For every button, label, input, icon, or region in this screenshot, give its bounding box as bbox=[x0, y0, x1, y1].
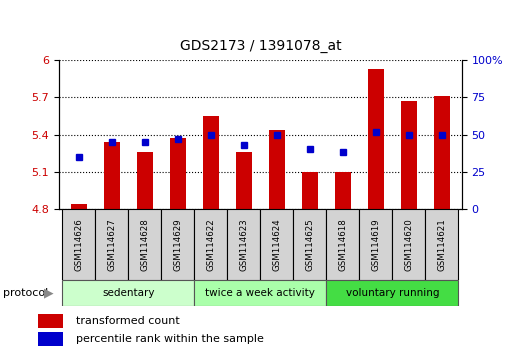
Text: GSM114623: GSM114623 bbox=[240, 218, 248, 271]
Bar bbox=[161, 209, 194, 280]
Text: protocol: protocol bbox=[3, 288, 48, 298]
Bar bbox=[302, 172, 318, 209]
Text: GSM114618: GSM114618 bbox=[339, 218, 347, 271]
Bar bbox=[425, 209, 459, 280]
Bar bbox=[136, 152, 153, 209]
Bar bbox=[104, 142, 120, 209]
Bar bbox=[433, 96, 450, 209]
Bar bbox=[203, 116, 219, 209]
Bar bbox=[128, 209, 161, 280]
Bar bbox=[170, 138, 186, 209]
Text: percentile rank within the sample: percentile rank within the sample bbox=[76, 335, 264, 344]
Bar bbox=[194, 280, 326, 306]
Text: transformed count: transformed count bbox=[76, 316, 180, 326]
Bar bbox=[227, 209, 261, 280]
Text: GSM114622: GSM114622 bbox=[206, 218, 215, 271]
Text: GSM114619: GSM114619 bbox=[371, 218, 380, 270]
Bar bbox=[392, 209, 425, 280]
Text: sedentary: sedentary bbox=[102, 288, 154, 298]
Text: GSM114626: GSM114626 bbox=[74, 218, 83, 271]
Text: GSM114621: GSM114621 bbox=[438, 218, 446, 271]
Bar bbox=[368, 69, 384, 209]
Bar bbox=[401, 101, 417, 209]
Bar bbox=[37, 314, 63, 328]
Text: voluntary running: voluntary running bbox=[346, 288, 439, 298]
Bar bbox=[62, 209, 95, 280]
Text: GSM114629: GSM114629 bbox=[173, 218, 182, 270]
Text: GSM114620: GSM114620 bbox=[404, 218, 413, 271]
Text: GSM114624: GSM114624 bbox=[272, 218, 281, 271]
Bar bbox=[326, 280, 459, 306]
Bar bbox=[194, 209, 227, 280]
Text: GSM114625: GSM114625 bbox=[305, 218, 314, 271]
Bar bbox=[326, 209, 360, 280]
Text: GSM114627: GSM114627 bbox=[107, 218, 116, 271]
Text: ▶: ▶ bbox=[44, 286, 53, 299]
Text: GDS2173 / 1391078_at: GDS2173 / 1391078_at bbox=[180, 39, 341, 53]
Bar bbox=[334, 172, 351, 209]
Bar bbox=[261, 209, 293, 280]
Bar bbox=[71, 204, 87, 209]
Bar bbox=[95, 209, 128, 280]
Bar bbox=[62, 280, 194, 306]
Bar bbox=[235, 152, 252, 209]
Text: twice a week activity: twice a week activity bbox=[205, 288, 315, 298]
Bar bbox=[37, 332, 63, 346]
Text: GSM114628: GSM114628 bbox=[141, 218, 149, 271]
Bar bbox=[293, 209, 326, 280]
Bar bbox=[360, 209, 392, 280]
Bar bbox=[269, 130, 285, 209]
